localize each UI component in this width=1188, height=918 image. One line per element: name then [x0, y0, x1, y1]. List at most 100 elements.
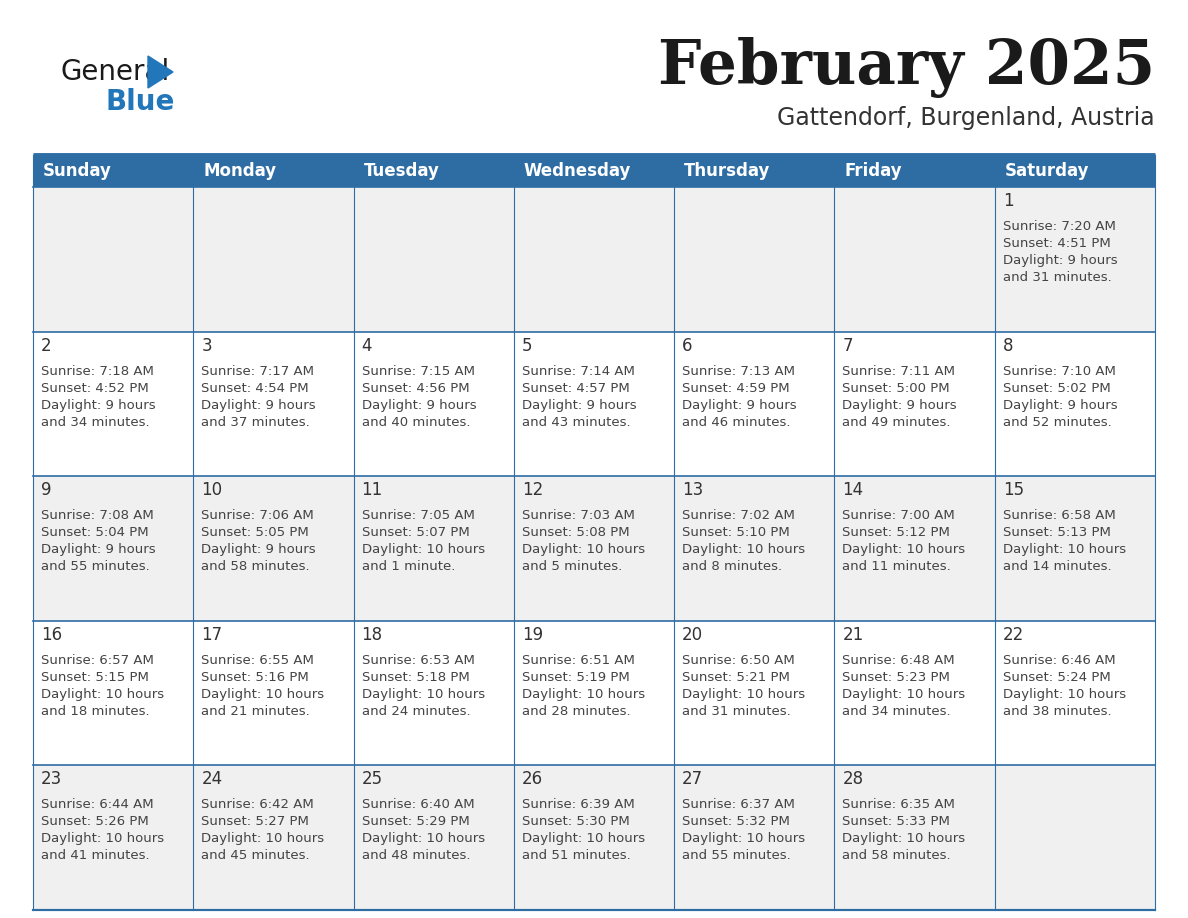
- Text: Sunday: Sunday: [43, 162, 112, 180]
- Text: and 45 minutes.: and 45 minutes.: [201, 849, 310, 862]
- Text: Daylight: 10 hours: Daylight: 10 hours: [842, 833, 966, 845]
- Text: Sunset: 5:04 PM: Sunset: 5:04 PM: [42, 526, 148, 539]
- Text: 13: 13: [682, 481, 703, 499]
- Text: Daylight: 10 hours: Daylight: 10 hours: [42, 688, 164, 700]
- Text: Sunset: 5:21 PM: Sunset: 5:21 PM: [682, 671, 790, 684]
- Text: Daylight: 9 hours: Daylight: 9 hours: [1003, 254, 1118, 267]
- Text: Gattendorf, Burgenland, Austria: Gattendorf, Burgenland, Austria: [777, 106, 1155, 130]
- Text: 1: 1: [1003, 192, 1013, 210]
- Text: Sunset: 5:27 PM: Sunset: 5:27 PM: [201, 815, 309, 828]
- Text: Daylight: 9 hours: Daylight: 9 hours: [201, 398, 316, 411]
- Text: Sunrise: 6:57 AM: Sunrise: 6:57 AM: [42, 654, 154, 666]
- Text: 26: 26: [522, 770, 543, 789]
- Bar: [33, 621, 1155, 766]
- Text: 24: 24: [201, 770, 222, 789]
- Text: Sunrise: 6:48 AM: Sunrise: 6:48 AM: [842, 654, 955, 666]
- Text: Sunrise: 6:46 AM: Sunrise: 6:46 AM: [1003, 654, 1116, 666]
- Text: Sunset: 5:00 PM: Sunset: 5:00 PM: [842, 382, 950, 395]
- Text: Sunrise: 7:06 AM: Sunrise: 7:06 AM: [201, 509, 314, 522]
- Text: Sunrise: 7:15 AM: Sunrise: 7:15 AM: [361, 364, 474, 377]
- Text: Sunrise: 7:18 AM: Sunrise: 7:18 AM: [42, 364, 154, 377]
- Text: 4: 4: [361, 337, 372, 354]
- Text: Sunset: 4:51 PM: Sunset: 4:51 PM: [1003, 237, 1111, 250]
- Bar: [33, 476, 1155, 621]
- Text: and 43 minutes.: and 43 minutes.: [522, 416, 631, 429]
- Text: 17: 17: [201, 626, 222, 644]
- Text: 22: 22: [1003, 626, 1024, 644]
- Text: Daylight: 9 hours: Daylight: 9 hours: [201, 543, 316, 556]
- Text: 10: 10: [201, 481, 222, 499]
- Text: Daylight: 10 hours: Daylight: 10 hours: [1003, 543, 1126, 556]
- Text: 2: 2: [42, 337, 51, 354]
- Text: and 41 minutes.: and 41 minutes.: [42, 849, 150, 862]
- Text: Sunset: 5:18 PM: Sunset: 5:18 PM: [361, 671, 469, 684]
- Text: Sunset: 5:02 PM: Sunset: 5:02 PM: [1003, 382, 1111, 395]
- Text: 5: 5: [522, 337, 532, 354]
- Text: Thursday: Thursday: [684, 162, 771, 180]
- Text: Sunrise: 7:03 AM: Sunrise: 7:03 AM: [522, 509, 634, 522]
- Text: and 8 minutes.: and 8 minutes.: [682, 560, 782, 573]
- Text: Daylight: 10 hours: Daylight: 10 hours: [842, 543, 966, 556]
- Text: Daylight: 10 hours: Daylight: 10 hours: [201, 688, 324, 700]
- Text: Sunrise: 6:55 AM: Sunrise: 6:55 AM: [201, 654, 314, 666]
- Text: and 24 minutes.: and 24 minutes.: [361, 705, 470, 718]
- Text: Daylight: 9 hours: Daylight: 9 hours: [1003, 398, 1118, 411]
- Text: Daylight: 9 hours: Daylight: 9 hours: [842, 398, 958, 411]
- Text: Daylight: 10 hours: Daylight: 10 hours: [42, 833, 164, 845]
- Text: and 5 minutes.: and 5 minutes.: [522, 560, 623, 573]
- Text: and 31 minutes.: and 31 minutes.: [1003, 271, 1112, 284]
- Text: and 34 minutes.: and 34 minutes.: [42, 416, 150, 429]
- Text: Sunset: 5:33 PM: Sunset: 5:33 PM: [842, 815, 950, 828]
- Text: Sunrise: 7:17 AM: Sunrise: 7:17 AM: [201, 364, 315, 377]
- Text: Sunset: 4:59 PM: Sunset: 4:59 PM: [682, 382, 790, 395]
- Text: Daylight: 10 hours: Daylight: 10 hours: [522, 688, 645, 700]
- Text: 8: 8: [1003, 337, 1013, 354]
- Text: February 2025: February 2025: [658, 38, 1155, 98]
- Text: Sunset: 5:19 PM: Sunset: 5:19 PM: [522, 671, 630, 684]
- Text: and 51 minutes.: and 51 minutes.: [522, 849, 631, 862]
- Polygon shape: [148, 56, 173, 88]
- Text: Sunrise: 6:40 AM: Sunrise: 6:40 AM: [361, 799, 474, 812]
- Text: 9: 9: [42, 481, 51, 499]
- Text: Sunset: 5:10 PM: Sunset: 5:10 PM: [682, 526, 790, 539]
- Text: and 1 minute.: and 1 minute.: [361, 560, 455, 573]
- Text: and 52 minutes.: and 52 minutes.: [1003, 416, 1112, 429]
- Text: Sunrise: 6:35 AM: Sunrise: 6:35 AM: [842, 799, 955, 812]
- Text: Sunrise: 7:20 AM: Sunrise: 7:20 AM: [1003, 220, 1116, 233]
- Text: Sunrise: 6:51 AM: Sunrise: 6:51 AM: [522, 654, 634, 666]
- Bar: [33, 331, 1155, 476]
- Text: Sunset: 5:29 PM: Sunset: 5:29 PM: [361, 815, 469, 828]
- Text: Daylight: 10 hours: Daylight: 10 hours: [1003, 688, 1126, 700]
- Text: Daylight: 10 hours: Daylight: 10 hours: [201, 833, 324, 845]
- Text: Daylight: 10 hours: Daylight: 10 hours: [682, 543, 805, 556]
- Text: Sunrise: 6:58 AM: Sunrise: 6:58 AM: [1003, 509, 1116, 522]
- Text: Wednesday: Wednesday: [524, 162, 631, 180]
- Text: 7: 7: [842, 337, 853, 354]
- Text: and 21 minutes.: and 21 minutes.: [201, 705, 310, 718]
- Text: 27: 27: [682, 770, 703, 789]
- Text: Sunset: 5:07 PM: Sunset: 5:07 PM: [361, 526, 469, 539]
- Text: General: General: [61, 58, 169, 86]
- Text: 14: 14: [842, 481, 864, 499]
- Text: Friday: Friday: [845, 162, 902, 180]
- Text: Sunset: 5:24 PM: Sunset: 5:24 PM: [1003, 671, 1111, 684]
- Text: and 55 minutes.: and 55 minutes.: [42, 560, 150, 573]
- Text: Daylight: 10 hours: Daylight: 10 hours: [682, 833, 805, 845]
- Text: Sunrise: 6:53 AM: Sunrise: 6:53 AM: [361, 654, 474, 666]
- Text: Sunrise: 7:13 AM: Sunrise: 7:13 AM: [682, 364, 795, 377]
- Text: and 37 minutes.: and 37 minutes.: [201, 416, 310, 429]
- Text: Daylight: 9 hours: Daylight: 9 hours: [42, 398, 156, 411]
- Text: Daylight: 9 hours: Daylight: 9 hours: [42, 543, 156, 556]
- Text: 20: 20: [682, 626, 703, 644]
- Text: Sunrise: 7:14 AM: Sunrise: 7:14 AM: [522, 364, 634, 377]
- Text: Daylight: 10 hours: Daylight: 10 hours: [522, 543, 645, 556]
- Text: Sunrise: 6:37 AM: Sunrise: 6:37 AM: [682, 799, 795, 812]
- Text: Sunrise: 7:08 AM: Sunrise: 7:08 AM: [42, 509, 153, 522]
- Bar: [33, 187, 1155, 331]
- Text: and 58 minutes.: and 58 minutes.: [842, 849, 952, 862]
- Text: Sunrise: 7:10 AM: Sunrise: 7:10 AM: [1003, 364, 1116, 377]
- Text: and 14 minutes.: and 14 minutes.: [1003, 560, 1111, 573]
- Text: Sunrise: 6:42 AM: Sunrise: 6:42 AM: [201, 799, 314, 812]
- Text: Tuesday: Tuesday: [364, 162, 440, 180]
- Text: Daylight: 10 hours: Daylight: 10 hours: [361, 688, 485, 700]
